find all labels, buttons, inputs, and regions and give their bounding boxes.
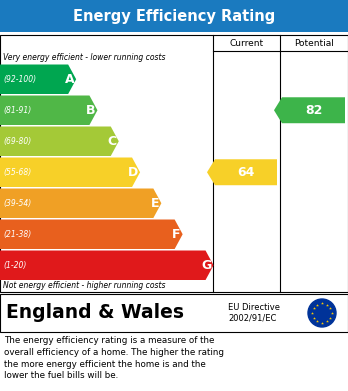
Text: The energy efficiency rating is a measure of the
overall efficiency of a home. T: The energy efficiency rating is a measur… bbox=[4, 336, 224, 380]
Text: B: B bbox=[86, 104, 95, 117]
Text: (81-91): (81-91) bbox=[3, 106, 31, 115]
Text: E: E bbox=[151, 197, 159, 210]
Text: Energy Efficiency Rating: Energy Efficiency Rating bbox=[73, 9, 275, 23]
Text: (1-20): (1-20) bbox=[3, 261, 26, 270]
Text: C: C bbox=[108, 135, 117, 148]
Polygon shape bbox=[207, 159, 277, 185]
Polygon shape bbox=[0, 95, 97, 125]
Text: (69-80): (69-80) bbox=[3, 137, 31, 146]
Text: G: G bbox=[201, 259, 212, 272]
Circle shape bbox=[308, 299, 336, 327]
Bar bbox=[0, 35, 348, 292]
Text: (55-68): (55-68) bbox=[3, 168, 31, 177]
Text: (92-100): (92-100) bbox=[3, 75, 36, 84]
Text: Not energy efficient - higher running costs: Not energy efficient - higher running co… bbox=[3, 282, 166, 291]
Text: (39-54): (39-54) bbox=[3, 199, 31, 208]
Text: (21-38): (21-38) bbox=[3, 230, 31, 239]
Polygon shape bbox=[0, 219, 183, 249]
Polygon shape bbox=[0, 251, 214, 280]
Text: F: F bbox=[172, 228, 181, 241]
Bar bbox=[0, 0, 348, 32]
Polygon shape bbox=[274, 97, 345, 123]
Bar bbox=[0, 294, 348, 332]
Text: Very energy efficient - lower running costs: Very energy efficient - lower running co… bbox=[3, 52, 166, 61]
Polygon shape bbox=[0, 158, 140, 187]
Text: A: A bbox=[64, 73, 74, 86]
Text: D: D bbox=[128, 166, 138, 179]
Text: 82: 82 bbox=[305, 104, 322, 117]
Polygon shape bbox=[0, 65, 76, 94]
Text: Current: Current bbox=[229, 38, 263, 47]
Text: Potential: Potential bbox=[294, 38, 334, 47]
Polygon shape bbox=[0, 188, 161, 218]
Text: EU Directive
2002/91/EC: EU Directive 2002/91/EC bbox=[228, 303, 280, 323]
Polygon shape bbox=[0, 127, 119, 156]
Text: England & Wales: England & Wales bbox=[6, 303, 184, 323]
Text: 64: 64 bbox=[237, 166, 255, 179]
